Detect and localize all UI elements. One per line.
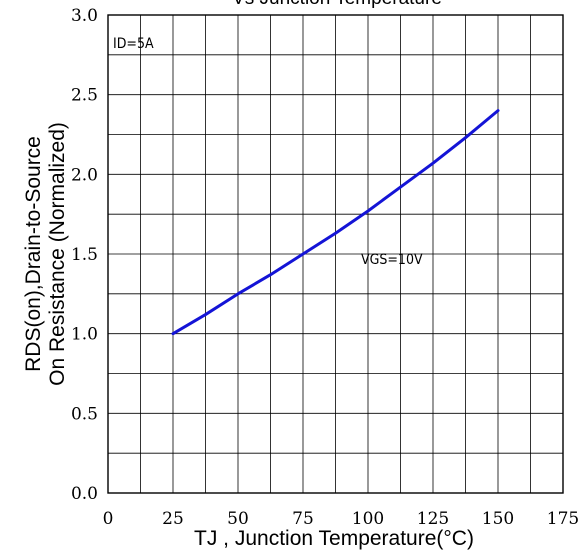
y-tick-label: 1.5 — [71, 245, 98, 265]
x-tick-label: 125 — [417, 509, 449, 529]
x-tick-label: 150 — [482, 509, 514, 529]
y-axis-label-line-2: On Resistance (Normalized) — [46, 122, 69, 386]
y-axis-label-line-1: RDS(on),Drain-to-Source — [22, 136, 45, 372]
x-tick-label: 175 — [547, 509, 579, 529]
y-tick-label: 2.5 — [71, 86, 98, 106]
y-tick-label: 1.0 — [71, 325, 98, 345]
y-tick-label: 0.5 — [71, 404, 98, 424]
x-tick-label: 100 — [352, 509, 384, 529]
x-tick-label: 75 — [292, 509, 314, 529]
x-tick-label: 50 — [227, 509, 249, 529]
plot-frame — [107, 14, 564, 494]
y-tick-label: 3.0 — [71, 6, 98, 26]
series-points — [172, 110, 499, 334]
grid — [108, 15, 563, 493]
x-axis-label: TJ , Junction Temperature(°C) — [194, 527, 474, 550]
chart-title: Vs Junction Temperature — [232, 0, 442, 9]
y-axis-label: RDS(on),Drain-to-Source On Resistance (N… — [22, 122, 69, 386]
annotation-vgs: VGS=10V — [361, 252, 423, 268]
y-tick-labels: 0.0 0.5 1.0 1.5 2.0 2.5 3.0 — [71, 6, 98, 504]
annotation-id: ID=5A — [113, 36, 154, 52]
y-tick-label: 2.0 — [71, 165, 98, 185]
x-tick-labels: 0 25 50 75 100 125 150 175 — [103, 509, 580, 529]
x-tick-label: 0 — [103, 509, 114, 529]
y-tick-label: 0.0 — [71, 484, 98, 504]
x-tick-label: 25 — [162, 509, 184, 529]
